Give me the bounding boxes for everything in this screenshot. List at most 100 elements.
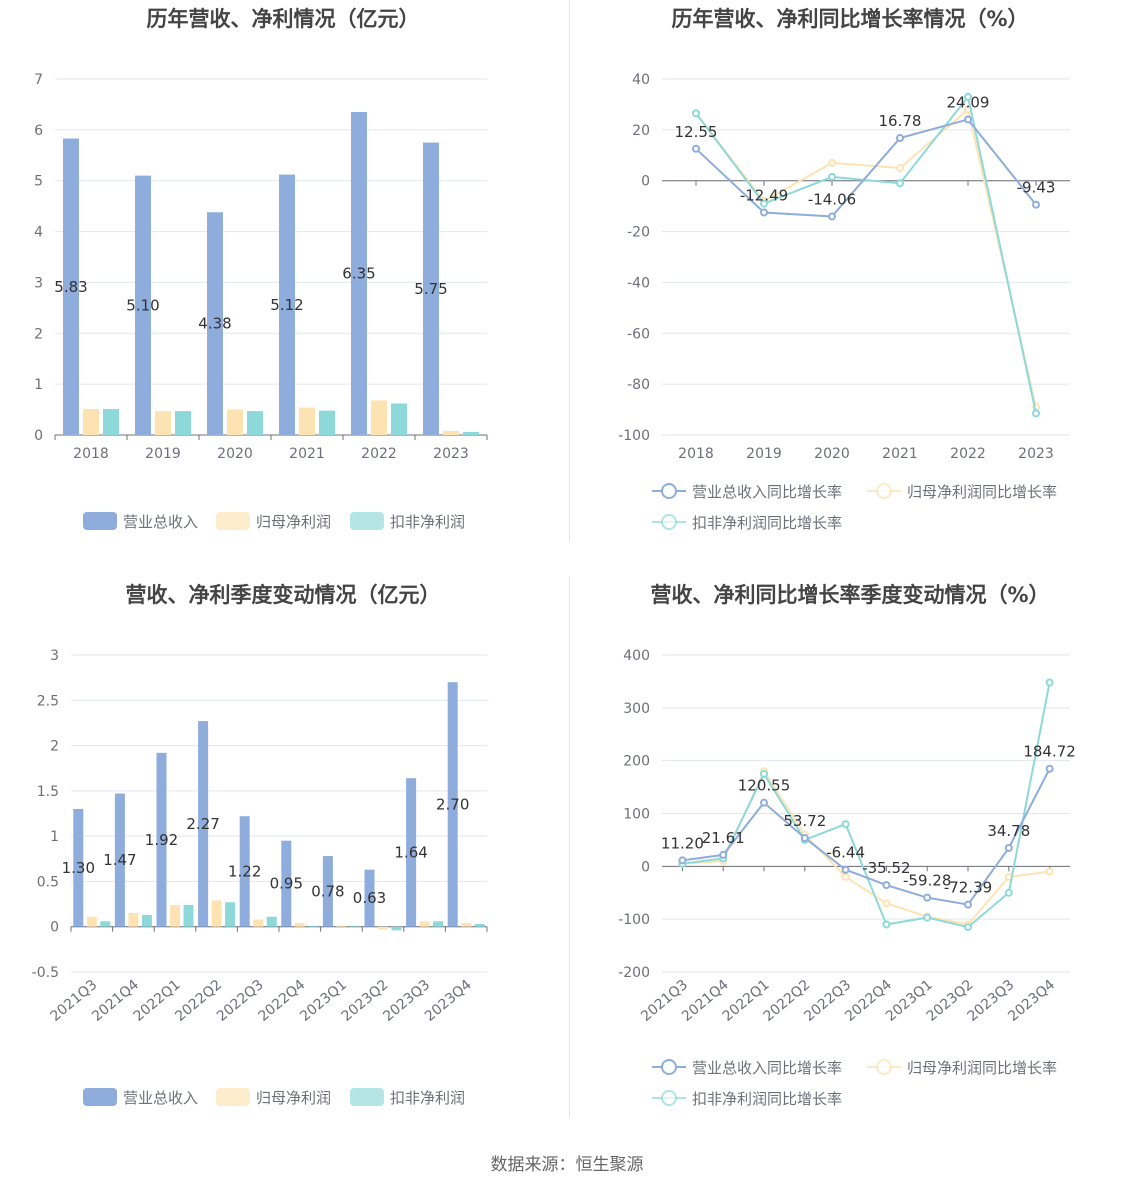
series-line-revenue — [682, 768, 1051, 906]
bar-deducted-net-profit — [474, 923, 485, 927]
y-tick-label: 2 — [50, 739, 59, 755]
quarterly-growth-rate-svg: 营收、净利同比增长率季度变动情况（%） -200 -100 0 100 200 300 400… — [618, 583, 1076, 1108]
data-point — [1032, 409, 1040, 418]
bar-net-profit — [170, 904, 180, 927]
data-point — [760, 199, 768, 208]
bar-revenue — [322, 856, 333, 927]
bar-revenue — [73, 808, 84, 927]
data-point — [719, 850, 728, 859]
x-tick-label: 2020 — [814, 446, 850, 462]
data-point — [1032, 200, 1040, 209]
legend-swatch — [216, 512, 250, 530]
data-label: 5.12 — [270, 296, 303, 314]
data-point — [828, 158, 836, 167]
data-point — [1004, 888, 1013, 897]
x-tick-label: 2018 — [73, 446, 109, 462]
y-tick-label: -80 — [627, 377, 650, 393]
bar-deducted-net-profit — [391, 403, 407, 435]
data-label: 1.92 — [145, 831, 178, 849]
bar-net-profit — [419, 921, 430, 927]
data-point — [923, 913, 932, 922]
data-label: 0.63 — [353, 889, 386, 907]
y-tick-label: 1.5 — [37, 784, 59, 800]
bar-revenue — [239, 816, 250, 927]
annual-revenue-profit-chart: 历年营收、净利情况（亿元） 0 1 2 3 4 5 6 7 2018 2019 2020 2021 202… — [0, 0, 567, 576]
bar-revenue — [156, 752, 167, 927]
data-label: 11.20 — [661, 834, 704, 852]
bar-deducted-net-profit — [183, 904, 194, 927]
bar-revenue — [198, 721, 209, 927]
data-label: 24.09 — [947, 93, 990, 111]
y-tick-label: 20 — [632, 123, 650, 139]
legend-label: 归母净利润 — [256, 1089, 331, 1107]
bar-deducted-net-profit — [175, 411, 191, 435]
x-tick-label: 2021 — [289, 446, 325, 462]
legend-swatch — [83, 1088, 117, 1106]
y-tick-label: 400 — [623, 648, 650, 664]
bar-revenue — [63, 138, 79, 435]
data-point — [1045, 867, 1054, 876]
legend-swatch — [216, 1088, 250, 1106]
data-label: -59.28 — [903, 872, 951, 890]
y-tick-label: 7 — [34, 72, 43, 88]
legend-label: 归母净利润 — [256, 513, 331, 531]
data-label: 0.78 — [311, 882, 344, 900]
legend-label: 扣非净利润同比增长率 — [692, 1090, 842, 1108]
bar-deducted-net-profit — [433, 921, 444, 927]
x-tick-label: 2019 — [746, 446, 782, 462]
y-tick-label: 2 — [34, 326, 43, 342]
data-label: 1.22 — [228, 862, 261, 880]
legend-marker — [661, 483, 677, 499]
y-tick-label: 2.5 — [37, 693, 59, 709]
legend-swatch — [350, 1088, 384, 1106]
annual-growth-rate-svg: 历年营收、净利同比增长率情况（%） -100 -80 -60 -40 -20 0 20 40 20… — [618, 7, 1070, 532]
y-tick-label: 4 — [34, 225, 43, 241]
y-tick-label: 40 — [632, 72, 650, 88]
chart-title: 历年营收、净利同比增长率情况（%） — [671, 7, 1028, 31]
y-tick-label: 1 — [50, 829, 59, 845]
bar-deducted-net-profit — [247, 411, 263, 435]
quarterly-revenue-profit-svg: 营收、净利季度变动情况（亿元）-0.500.511.522.532021Q320… — [32, 583, 488, 1107]
bar-deducted-net-profit — [141, 914, 152, 927]
series-line-revenue — [695, 118, 1037, 218]
data-label: 4.38 — [198, 315, 231, 333]
data-label: 5.83 — [54, 278, 87, 296]
data-point — [882, 881, 891, 890]
data-label: 120.55 — [738, 777, 791, 795]
bar-revenue — [351, 112, 367, 436]
data-label: 5.75 — [414, 280, 447, 298]
data-point — [1045, 678, 1054, 687]
x-tick-label: 2023 — [1018, 446, 1054, 462]
y-tick-label: -100 — [618, 912, 650, 928]
data-point — [760, 208, 768, 217]
bar-net-profit — [211, 900, 222, 927]
data-point — [896, 179, 904, 188]
bar-revenue — [135, 175, 151, 435]
bar-revenue — [281, 840, 292, 927]
data-label: -9.43 — [1017, 179, 1056, 197]
bar-net-profit — [443, 430, 459, 435]
data-point — [964, 923, 972, 932]
quarterly-revenue-profit-chart: 营收、净利季度变动情况（亿元） -0.5 0 0.5 1 1.5 2 2.5 3 2021Q3 20… — [0, 576, 567, 1152]
bar-net-profit — [371, 400, 387, 435]
data-label: 6.35 — [342, 265, 375, 283]
data-point — [964, 115, 972, 124]
y-tick-label: 6 — [34, 123, 43, 139]
bar-revenue — [447, 682, 458, 927]
bar-revenue — [279, 174, 295, 435]
legend-marker — [876, 1059, 892, 1075]
chart-title: 历年营收、净利情况（亿元） — [147, 7, 420, 31]
data-label: -72.39 — [944, 879, 992, 897]
data-label: 2.27 — [186, 815, 219, 833]
bar-net-profit — [83, 409, 99, 435]
bar-net-profit — [461, 923, 472, 927]
bar-revenue — [423, 142, 439, 436]
series-line-deducted-net-profit — [695, 94, 1037, 414]
data-point — [800, 833, 809, 842]
bar-net-profit — [299, 407, 315, 435]
legend-label: 营业总收入同比增长率 — [692, 483, 842, 501]
legend-marker — [876, 483, 892, 499]
x-tick-label: 2019 — [145, 446, 181, 462]
annual-revenue-profit-svg: 历年营收、净利情况（亿元） 0 1 2 3 4 5 6 7 2018 2019 2020 2021 202… — [34, 7, 488, 531]
chart-title: 营收、净利季度变动情况（亿元） — [126, 583, 441, 607]
